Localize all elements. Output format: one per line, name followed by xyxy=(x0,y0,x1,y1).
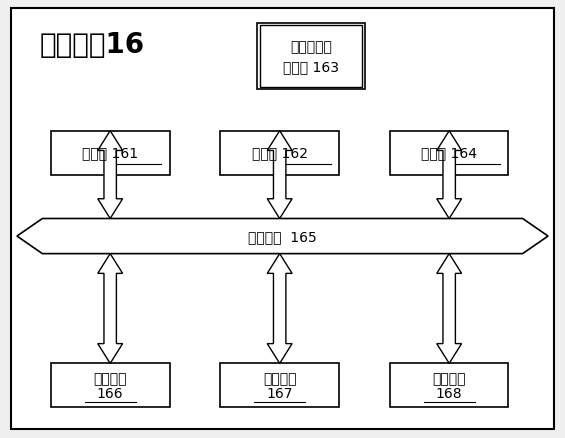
FancyBboxPatch shape xyxy=(257,24,365,90)
FancyBboxPatch shape xyxy=(51,364,170,407)
Polygon shape xyxy=(437,131,462,219)
Text: 显示器 164: 显示器 164 xyxy=(421,146,477,160)
Text: 交易异步处
理单元 163: 交易异步处 理单元 163 xyxy=(282,40,339,74)
Text: 存储器 162: 存储器 162 xyxy=(251,146,308,160)
FancyBboxPatch shape xyxy=(220,131,339,175)
Polygon shape xyxy=(267,131,292,219)
FancyBboxPatch shape xyxy=(260,26,362,88)
Text: 通信总线  165: 通信总线 165 xyxy=(248,230,317,244)
Text: 输出设备: 输出设备 xyxy=(263,371,297,385)
FancyBboxPatch shape xyxy=(11,9,554,429)
Text: 167: 167 xyxy=(267,386,293,400)
FancyBboxPatch shape xyxy=(390,131,508,175)
FancyBboxPatch shape xyxy=(51,131,170,175)
FancyBboxPatch shape xyxy=(220,364,339,407)
Polygon shape xyxy=(437,254,462,364)
Text: 网络接口: 网络接口 xyxy=(432,371,466,385)
Polygon shape xyxy=(267,254,292,364)
Text: 输入设备: 输入设备 xyxy=(93,371,127,385)
Text: 166: 166 xyxy=(97,386,124,400)
Polygon shape xyxy=(98,131,123,219)
FancyBboxPatch shape xyxy=(390,364,508,407)
Text: 服务终端16: 服务终端16 xyxy=(40,31,145,59)
Polygon shape xyxy=(17,219,548,254)
Polygon shape xyxy=(98,254,123,364)
Text: 168: 168 xyxy=(436,386,463,400)
Text: 处理器 161: 处理器 161 xyxy=(82,146,138,160)
